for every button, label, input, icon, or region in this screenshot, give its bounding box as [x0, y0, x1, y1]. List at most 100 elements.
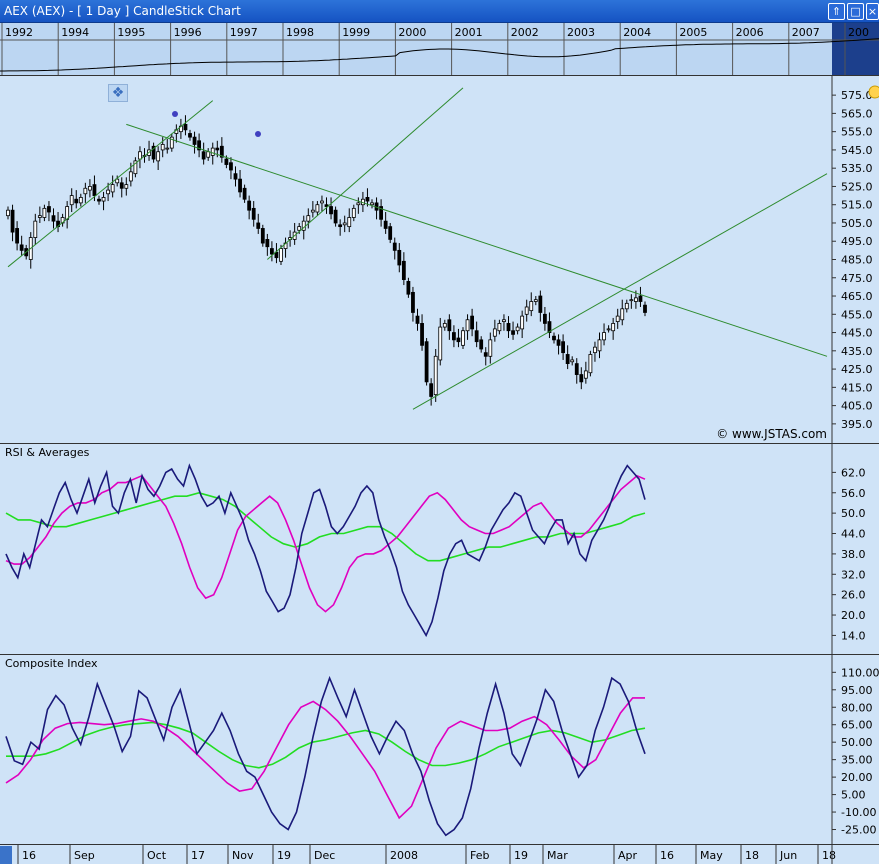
candle-body	[279, 248, 283, 262]
x-tick-label: Dec	[314, 849, 335, 862]
candle-body	[233, 173, 238, 180]
y-tick-label: 455.0	[841, 308, 873, 321]
candle-body	[461, 330, 465, 346]
y-tick-label: 525.0	[841, 180, 873, 193]
candle-body	[306, 215, 311, 222]
candle-body	[197, 140, 202, 151]
candle-body	[183, 123, 188, 131]
candle-body	[474, 330, 479, 343]
candle-body	[97, 198, 101, 202]
y-tick-label: -10.00	[841, 806, 876, 819]
overview-index-line	[0, 38, 879, 72]
overview-year-label: 1999	[342, 26, 370, 39]
candle-body	[561, 341, 565, 354]
candle-body	[256, 222, 261, 229]
x-tick-label: May	[700, 849, 723, 862]
candle-body	[624, 302, 629, 310]
candle-body	[529, 301, 534, 312]
candle-body	[124, 184, 129, 189]
y-tick-label: 555.0	[841, 126, 873, 139]
overview-year-label: 1992	[5, 26, 33, 39]
candle-body	[15, 228, 20, 244]
composite-slow-average-line	[6, 721, 646, 769]
overview-strip[interactable]: 1992 1994 1995 1996 1997 1998 1999 2000 2001 2002…	[0, 23, 879, 75]
y-tick-label: 415.0	[841, 381, 873, 394]
candle-body	[210, 147, 215, 156]
rsi-panel-title: RSI & Averages	[5, 446, 90, 459]
x-tick-label: 17	[191, 849, 205, 862]
candle-body	[397, 249, 402, 266]
composite-panel[interactable]: 110.00 95.00 80.00 65.00 50.00 35.00 20.00 5.00…	[0, 654, 879, 845]
overview-selection	[832, 23, 879, 75]
rsi-slow-average-line	[5, 491, 646, 562]
scroll-up-icon[interactable]: ⇑	[828, 3, 845, 20]
candle-body	[524, 306, 529, 315]
candle-body	[406, 281, 411, 295]
y-tick-label: 505.0	[841, 217, 873, 230]
rsi-chart: 62.0 56.0 50.0 44.0 38.0 32.0 26.0 20.0 14.0	[5, 444, 866, 654]
candle-body	[634, 297, 638, 302]
candle-body	[420, 323, 424, 346]
x-axis: 16 Sep Oct 17 Nov 19 Dec 2008 Feb 19 Mar Apr 16 May 18…	[0, 844, 879, 864]
price-panel[interactable]: 575.0 565.0 555.0 545.0 535.0 525.0 515.0 505.0…	[0, 75, 879, 443]
candle-body	[206, 151, 211, 158]
composite-panel-title: Composite Index	[5, 657, 98, 670]
candle-body	[101, 197, 106, 202]
candle-body	[356, 202, 361, 206]
close-icon[interactable]: ×	[866, 3, 879, 20]
candle-body	[574, 363, 579, 375]
candle-body	[160, 144, 165, 151]
candle-body	[219, 145, 224, 158]
x-tick-label: 19	[277, 849, 291, 862]
composite-chart: 110.00 95.00 80.00 65.00 50.00 35.00 20.00 5.00…	[5, 655, 879, 845]
restore-icon[interactable]: □	[847, 3, 864, 20]
candle-body	[379, 206, 384, 220]
candle-body	[502, 319, 506, 322]
candle-body	[119, 182, 124, 189]
y-tick-label: 50.0	[841, 507, 866, 520]
candle-body	[274, 251, 279, 259]
candle-body	[433, 355, 438, 396]
y-tick-label: 62.0	[841, 466, 866, 479]
candle-body	[401, 260, 406, 280]
y-tick-label: 110.00	[841, 666, 879, 679]
candle-body	[188, 133, 192, 138]
fit-screen-icon[interactable]: ❖	[108, 84, 128, 102]
rsi-panel[interactable]: 62.0 56.0 50.0 44.0 38.0 32.0 26.0 20.0 14.0 RSI…	[0, 443, 879, 654]
candle-body	[456, 337, 461, 343]
candle-body	[88, 186, 92, 191]
y-tick-label: 515.0	[841, 199, 873, 212]
candle-body	[69, 195, 74, 206]
candle-body	[429, 383, 434, 397]
candle-body	[615, 315, 620, 322]
candle-body	[133, 160, 138, 175]
trendline	[267, 87, 464, 260]
candle-body	[247, 200, 252, 211]
y-tick-label: 80.00	[841, 701, 873, 714]
candle-body	[579, 374, 584, 383]
candle-body	[520, 315, 525, 330]
candle-body	[442, 323, 447, 328]
y-tick-label: 50.00	[841, 736, 873, 749]
y-tick-label: 95.00	[841, 684, 873, 697]
overview-year-label: 1998	[286, 26, 314, 39]
y-tick-label: 465.0	[841, 290, 873, 303]
candle-body	[602, 332, 606, 341]
overview-chart: 1992 1994 1995 1996 1997 1998 1999 2000 2001 2002…	[0, 23, 879, 75]
candle-body	[315, 204, 320, 213]
overview-year-label: 2003	[567, 26, 595, 39]
overview-year-label: 2006	[736, 26, 764, 39]
candle-body	[533, 299, 538, 302]
candle-body	[92, 184, 97, 196]
candle-body	[570, 359, 575, 363]
overview-year-label: 2001	[455, 26, 483, 39]
trendline	[126, 123, 828, 357]
overview-year-label: 200	[848, 26, 869, 39]
x-tick-label: Mar	[547, 849, 568, 862]
candle-body	[538, 295, 543, 313]
y-tick-label: 5.00	[841, 789, 866, 802]
candle-body	[593, 346, 597, 354]
candle-body	[329, 206, 333, 215]
candle-body	[629, 299, 634, 302]
y-tick-label: -25.00	[841, 824, 876, 837]
